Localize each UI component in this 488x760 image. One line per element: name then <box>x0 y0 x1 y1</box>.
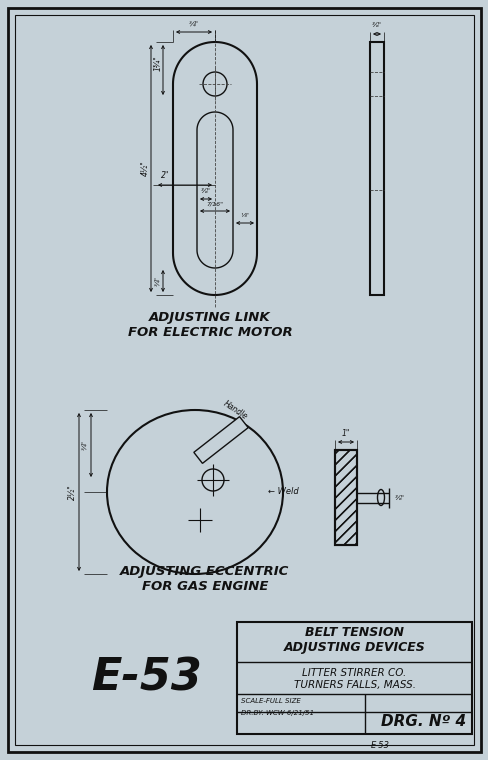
Text: 2½": 2½" <box>67 484 76 500</box>
Text: TURNERS FALLS, MASS.: TURNERS FALLS, MASS. <box>293 680 415 690</box>
Text: Handle: Handle <box>221 399 248 421</box>
Text: ⅛": ⅛" <box>240 213 249 218</box>
Text: DR.BY. WCW 6/21/51: DR.BY. WCW 6/21/51 <box>241 710 313 716</box>
Text: E-53: E-53 <box>91 657 202 699</box>
Text: 1¾": 1¾" <box>153 55 162 71</box>
Text: ⅜": ⅜" <box>201 188 210 194</box>
Text: ADJUSTING DEVICES: ADJUSTING DEVICES <box>283 641 425 654</box>
Text: 7/16": 7/16" <box>206 201 223 206</box>
Text: ⅜": ⅜" <box>394 495 404 501</box>
Bar <box>334 450 356 545</box>
Text: ← Weld: ← Weld <box>267 487 298 496</box>
Text: FOR ELECTRIC MOTOR: FOR ELECTRIC MOTOR <box>127 325 292 338</box>
Bar <box>334 450 356 545</box>
Text: DRG. Nº 4: DRG. Nº 4 <box>381 714 466 730</box>
Text: 1": 1" <box>341 429 349 438</box>
Bar <box>237 622 471 734</box>
FancyBboxPatch shape <box>193 416 247 464</box>
Text: SCALE-FULL SIZE: SCALE-FULL SIZE <box>241 698 300 704</box>
Text: E-53: E-53 <box>370 742 389 751</box>
Bar <box>369 42 383 295</box>
Text: ADJUSTING LINK: ADJUSTING LINK <box>149 312 270 325</box>
Text: FOR GAS ENGINE: FOR GAS ENGINE <box>142 579 267 593</box>
Text: ⅜": ⅜" <box>371 22 381 28</box>
Text: 4½": 4½" <box>140 160 149 176</box>
Text: LITTER STIRRER CO.: LITTER STIRRER CO. <box>302 668 406 678</box>
Text: ADJUSTING ECCENTRIC: ADJUSTING ECCENTRIC <box>120 565 289 578</box>
Text: ¾": ¾" <box>155 276 161 286</box>
Text: BELT TENSION: BELT TENSION <box>305 625 403 638</box>
Text: ¾": ¾" <box>189 21 199 27</box>
Text: ¾": ¾" <box>82 440 88 450</box>
Text: 2": 2" <box>161 171 169 180</box>
